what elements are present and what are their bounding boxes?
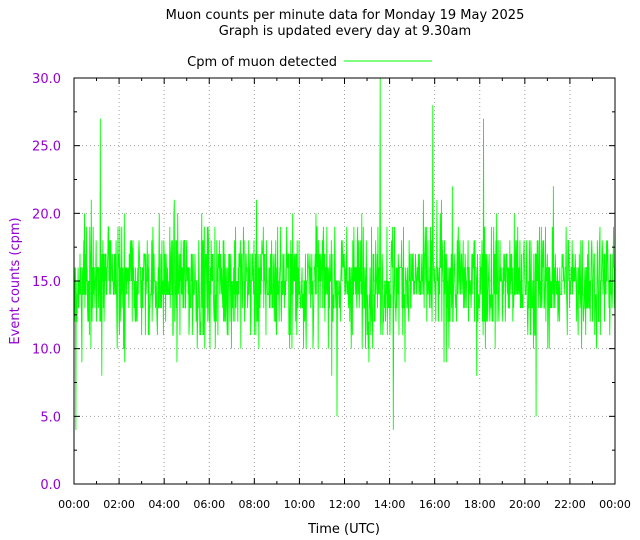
y-axis-label: Event counts (cpm)	[8, 217, 23, 344]
x-tick-label: 20:00	[509, 498, 541, 511]
x-tick-label: 22:00	[554, 498, 586, 511]
legend-label: Cpm of muon detected	[187, 55, 337, 70]
series-line-cpm	[73, 77, 616, 430]
x-tick-label: 06:00	[193, 498, 225, 511]
x-tick-label: 16:00	[419, 498, 451, 511]
x-axis-label: Time (UTC)	[307, 522, 380, 537]
y-tick-labels: 0.0 5.0 10.0 15.0 20.0 25.0 30.0	[32, 72, 61, 493]
legend: Cpm of muon detected	[187, 55, 432, 70]
chart-title: Muon counts per minute data for Monday 1…	[166, 8, 525, 23]
axis-ticks	[73, 77, 616, 485]
series-layer	[73, 77, 616, 430]
x-tick-label: 18:00	[464, 498, 496, 511]
y-tick-label: 20.0	[32, 207, 61, 222]
y-tick-label: 5.0	[40, 410, 61, 425]
x-tick-label: 02:00	[103, 498, 135, 511]
y-tick-label: 0.0	[40, 478, 61, 493]
x-tick-label: 00:00	[58, 498, 90, 511]
x-tick-label: 14:00	[374, 498, 406, 511]
chart-subtitle: Graph is updated every day at 9.30am	[219, 24, 471, 39]
x-tick-label: 10:00	[284, 498, 316, 511]
x-tick-labels: 00:00 02:00 04:00 06:00 08:00 10:00 12:00 14:00…	[58, 498, 631, 511]
x-tick-label: 08:00	[238, 498, 270, 511]
x-tick-label: 04:00	[148, 498, 180, 511]
y-tick-label: 10.0	[32, 343, 61, 358]
y-tick-label: 25.0	[32, 140, 61, 155]
x-tick-label: 00:00	[599, 498, 631, 511]
x-tick-label: 12:00	[329, 498, 361, 511]
y-tick-label: 15.0	[32, 275, 61, 290]
y-tick-label: 30.0	[32, 72, 61, 87]
